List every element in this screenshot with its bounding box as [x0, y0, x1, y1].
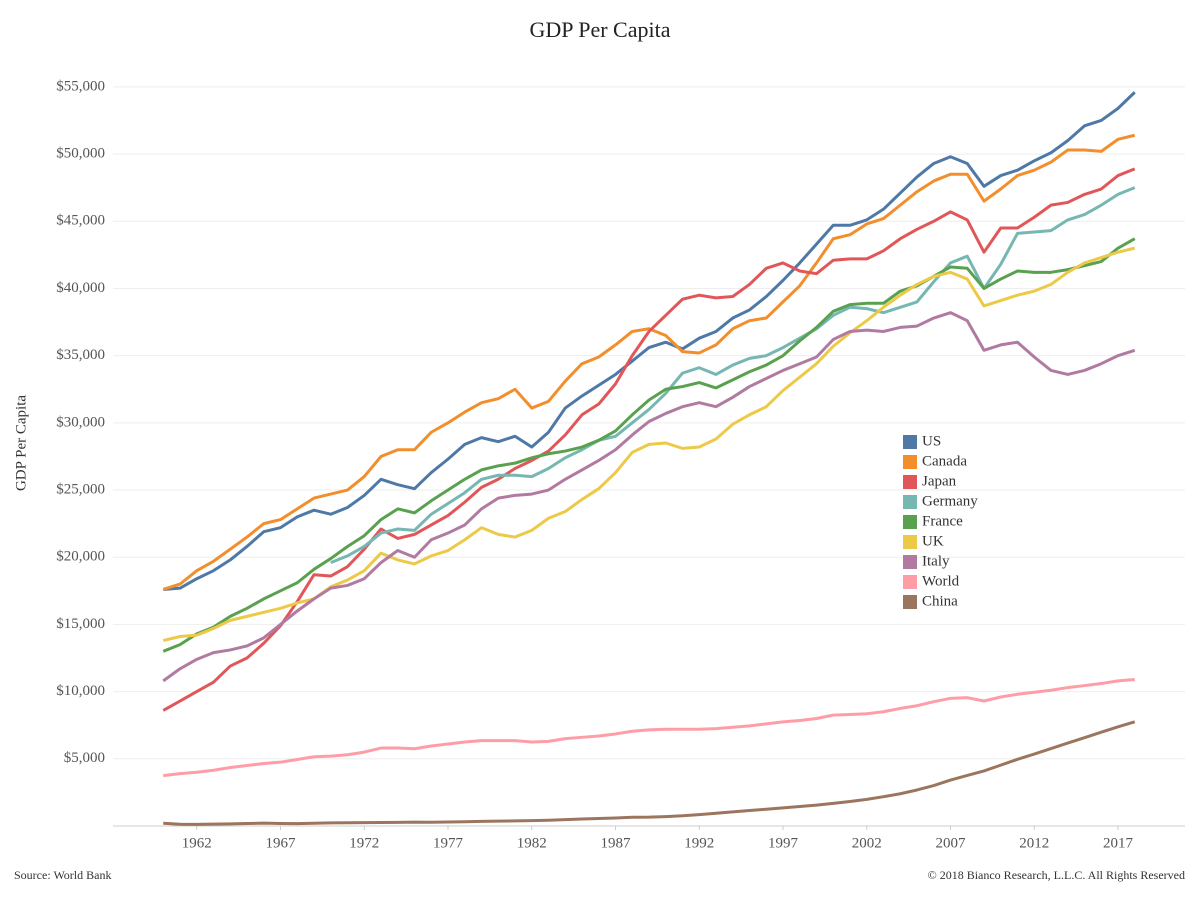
legend-label: Canada [922, 453, 967, 469]
legend-label: France [922, 513, 963, 529]
y-tick-label: $30,000 [56, 414, 105, 430]
credit-note: © 2018 Bianco Research, L.L.C. All Right… [928, 868, 1185, 882]
series-line [162, 237, 1136, 653]
legend-label: Japan [922, 473, 957, 489]
x-tick-label: 1972 [349, 835, 379, 851]
legend-swatch [903, 495, 917, 509]
y-tick-label: $50,000 [56, 146, 105, 162]
source-note: Source: World Bank [14, 868, 111, 882]
series-line [162, 311, 1136, 683]
x-tick-label: 2002 [852, 835, 882, 851]
x-tick-label: 2007 [936, 835, 967, 851]
x-tick-label: 1987 [601, 835, 632, 851]
chart-title: GDP Per Capita [530, 17, 671, 42]
legend-swatch [903, 535, 917, 549]
series-line [163, 678, 1135, 778]
x-tick-label: 1982 [517, 835, 547, 851]
legend-swatch [903, 595, 917, 609]
legend-label: US [922, 433, 941, 449]
series-line [162, 167, 1136, 712]
y-tick-label: $15,000 [56, 616, 105, 632]
y-axis-label: GDP Per Capita [13, 395, 29, 491]
y-tick-label: $45,000 [56, 213, 105, 229]
x-tick-label: 1967 [266, 835, 297, 851]
series-line [163, 720, 1136, 826]
x-tick-label: 1962 [182, 835, 212, 851]
legend-label: China [922, 593, 958, 609]
y-tick-label: $10,000 [56, 683, 105, 699]
legend-swatch [903, 575, 917, 589]
y-tick-label: $40,000 [56, 280, 105, 296]
x-tick-label: 2017 [1103, 835, 1134, 851]
legend-swatch [903, 435, 917, 449]
legend-label: World [922, 573, 960, 589]
legend-label: UK [922, 533, 944, 549]
x-tick-label: 1977 [433, 835, 464, 851]
legend-swatch [903, 515, 917, 529]
legend-swatch [903, 475, 917, 489]
y-tick-label: $25,000 [56, 481, 105, 497]
y-tick-label: $55,000 [56, 78, 105, 94]
legend-label: Germany [922, 493, 978, 509]
x-tick-label: 1992 [684, 835, 714, 851]
series-line [163, 91, 1136, 591]
y-tick-label: $20,000 [56, 549, 105, 565]
y-tick-label: $5,000 [64, 750, 105, 766]
legend-label: Italy [922, 553, 950, 569]
y-tick-label: $35,000 [56, 347, 105, 363]
series-line [162, 133, 1136, 591]
x-tick-label: 2012 [1019, 835, 1049, 851]
legend-swatch [903, 455, 917, 469]
series-line [330, 186, 1136, 564]
legend-swatch [903, 555, 917, 569]
x-tick-label: 1997 [768, 835, 799, 851]
